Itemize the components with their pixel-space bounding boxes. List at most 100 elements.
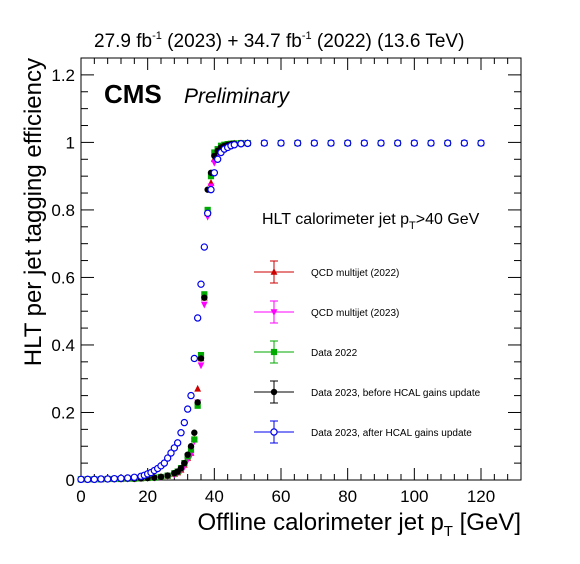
data-point [230, 141, 239, 149]
data-point [277, 139, 285, 147]
legend-entry: Data 2023, after HCAL gains update [254, 420, 472, 444]
data-point [343, 139, 352, 147]
data-point [173, 439, 182, 447]
legend-label: Data 2023, before HCAL gains update [311, 388, 481, 399]
lumi-2023: 27.9 fb [94, 31, 152, 52]
data-point [163, 454, 172, 462]
data-point [200, 301, 208, 309]
legend-marker [270, 388, 278, 396]
data-point [187, 443, 195, 450]
lumi-2022-rest: (2022) (13.6 TeV) [312, 31, 465, 52]
data-point [460, 139, 469, 147]
data-point [207, 185, 215, 194]
y-tick-label: 0.8 [51, 201, 75, 220]
y-axis-title: HLT per jet tagging efficiency [20, 58, 47, 366]
data-point [200, 243, 209, 251]
lumi-2022-unit-exponent: -1 [302, 30, 312, 42]
data-point [201, 294, 208, 301]
legend-marker [270, 268, 278, 275]
y-tick-label: 0.6 [51, 268, 75, 287]
legend-marker [270, 348, 278, 356]
x-tick-label: 60 [272, 487, 291, 506]
data-point [160, 459, 169, 467]
data-point [203, 209, 212, 217]
data-point [443, 139, 452, 147]
legend-label: QCD multijet (2022) [311, 268, 399, 279]
x-tick-label: 20 [138, 487, 157, 506]
data-point [211, 149, 218, 156]
y-tick-label: 0.4 [51, 336, 75, 355]
legend-entry: Data 2023, before HCAL gains update [254, 380, 481, 404]
cms-label: CMS [104, 79, 162, 109]
data-point [293, 139, 302, 147]
x-axis-title-unit: [GeV] [453, 509, 521, 536]
data-point [477, 139, 485, 147]
y-tick-label: 0 [66, 471, 75, 490]
y-tick-label: 1.2 [51, 66, 75, 85]
data-point [237, 140, 245, 148]
data-point [210, 169, 219, 177]
data-point [197, 355, 205, 362]
legend-label: Data 2022 [311, 348, 358, 359]
axis-ticks [80, 57, 522, 481]
legend: QCD multijet (2022) QCD multijet (2023) Da… [254, 260, 481, 444]
lumi-2023-unit-exponent: -1 [152, 30, 162, 42]
data-point [197, 351, 205, 359]
data-point [243, 139, 252, 148]
data-point [191, 436, 198, 443]
data-point [191, 429, 198, 436]
data-point [187, 446, 195, 453]
trigger-note-threshold: >40 GeV [416, 211, 480, 228]
data-point [190, 354, 199, 363]
y-tick-labels: 0 0.2 0.4 0.6 0.8 1 1.2 [51, 66, 75, 490]
data-point [197, 362, 205, 370]
lumi-2022: 34.7 fb [244, 31, 302, 52]
legend-entry: QCD multijet (2022) [254, 260, 399, 284]
data-point [180, 418, 189, 427]
data-point [110, 474, 119, 483]
x-axis-title-text: Offline calorimeter jet p [197, 509, 443, 536]
y-tick-label: 0.2 [51, 403, 75, 422]
data-point [117, 474, 125, 483]
trigger-note-text: HLT calorimeter jet p [262, 211, 409, 228]
data-point [157, 473, 165, 481]
legend-label: QCD multijet (2023) [311, 308, 399, 319]
trigger-note-subscript: T [409, 220, 416, 232]
plot-frame [80, 57, 522, 481]
data-point [327, 139, 335, 147]
x-tick-label: 40 [205, 487, 224, 506]
data-point [164, 472, 171, 479]
x-tick-labels: 0 20 40 60 80 100 120 [76, 487, 495, 506]
x-tick-label: 120 [467, 487, 495, 506]
data-point [97, 475, 105, 483]
luminosity-header: 27.9 fb-1 (2023) + 34.7 fb-1 (2022) (13.… [94, 30, 464, 52]
lumi-2023-year: (2023) + [162, 31, 244, 52]
y-tick-label: 1 [66, 133, 75, 152]
data-point [123, 474, 132, 482]
data-point [183, 405, 192, 413]
data-point [310, 139, 319, 147]
data-point [90, 475, 99, 484]
data-point [197, 280, 205, 288]
data-point [170, 444, 179, 452]
data-point [213, 155, 222, 163]
data-point [260, 139, 269, 147]
series-layer [77, 139, 485, 484]
x-axis-title-subscript: T [444, 523, 453, 540]
data-point [184, 451, 191, 458]
data-point [194, 384, 202, 392]
x-axis-title: Offline calorimeter jet pT [GeV] [197, 509, 521, 540]
data-point [103, 475, 112, 483]
data-point [151, 474, 158, 481]
series-4 [77, 139, 485, 484]
data-point [130, 473, 139, 481]
data-point [427, 139, 435, 147]
data-point [207, 173, 215, 180]
data-point [187, 391, 195, 400]
data-point [194, 399, 201, 406]
data-point [193, 314, 202, 322]
x-tick-label: 100 [400, 487, 428, 506]
data-point [410, 139, 419, 147]
data-point [83, 475, 92, 484]
